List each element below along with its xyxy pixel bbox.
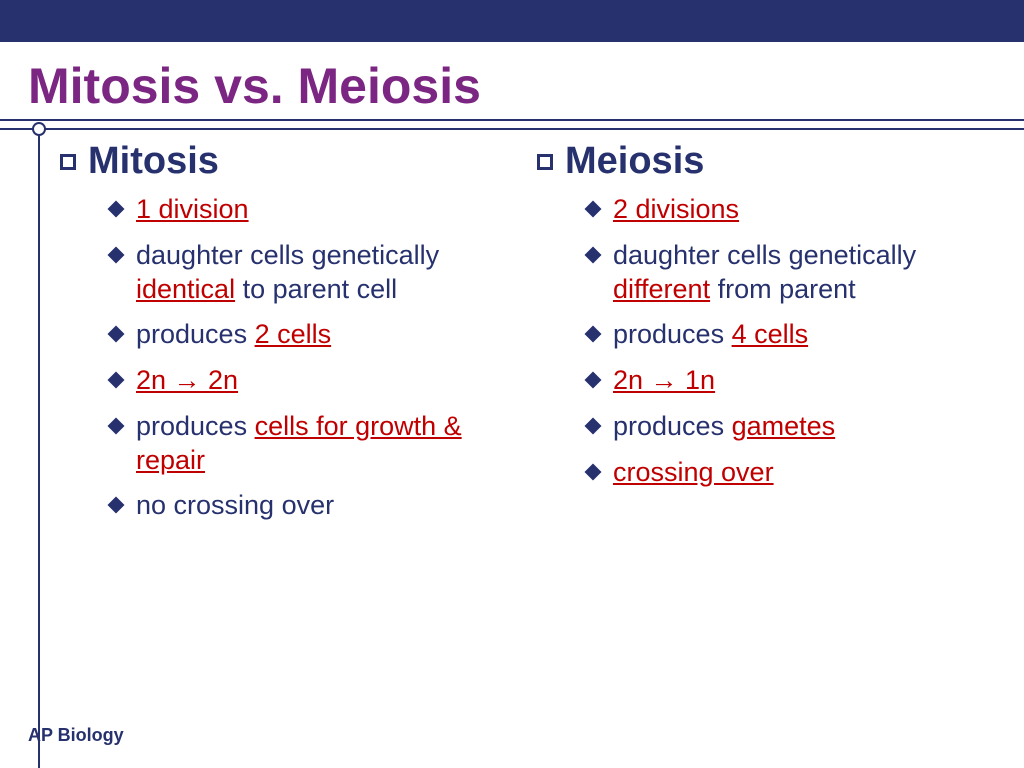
list-item: daughter cells genetically identical to … <box>110 239 527 307</box>
list-item: produces gametes <box>587 410 1004 444</box>
diamond-bullet-icon <box>585 246 602 263</box>
diamond-bullet-icon <box>108 417 125 434</box>
item-text: crossing over <box>613 456 774 490</box>
diamond-bullet-icon <box>108 372 125 389</box>
list-item: 2 divisions <box>587 193 1004 227</box>
item-text: produces 2 cells <box>136 318 331 352</box>
square-bullet-icon <box>60 154 76 170</box>
title-area: Mitosis vs. Meiosis <box>0 42 1024 121</box>
item-text: 2n → 2n <box>136 364 238 398</box>
list-item: 1 division <box>110 193 527 227</box>
slide-title: Mitosis vs. Meiosis <box>28 60 996 113</box>
horizontal-rule <box>0 128 1024 130</box>
item-text: produces 4 cells <box>613 318 808 352</box>
content-columns: Mitosis 1 division daughter cells genetica… <box>60 140 1004 535</box>
column-title: Meiosis <box>565 140 704 183</box>
footer-label: AP Biology <box>28 725 124 746</box>
item-text: 2n → 1n <box>613 364 715 398</box>
list-item: daughter cells genetically different fro… <box>587 239 1004 307</box>
item-text: daughter cells genetically different fro… <box>613 239 1004 307</box>
rule-intersection-dot <box>32 122 46 136</box>
column-title: Mitosis <box>88 140 219 183</box>
diamond-bullet-icon <box>585 372 602 389</box>
list-item: 2n → 1n <box>587 364 1004 398</box>
diamond-bullet-icon <box>585 463 602 480</box>
item-text: no crossing over <box>136 489 334 523</box>
vertical-rule <box>38 128 40 768</box>
diamond-bullet-icon <box>585 326 602 343</box>
square-bullet-icon <box>537 154 553 170</box>
header-bar <box>0 0 1024 42</box>
item-text: produces cells for growth & repair <box>136 410 527 478</box>
item-list: 2 divisions daughter cells genetically di… <box>537 193 1004 489</box>
item-text: daughter cells genetically identical to … <box>136 239 527 307</box>
column-mitosis: Mitosis 1 division daughter cells genetica… <box>60 140 527 535</box>
column-heading: Meiosis <box>537 140 1004 183</box>
list-item: produces 4 cells <box>587 318 1004 352</box>
diamond-bullet-icon <box>108 201 125 218</box>
column-heading: Mitosis <box>60 140 527 183</box>
diamond-bullet-icon <box>585 201 602 218</box>
list-item: produces cells for growth & repair <box>110 410 527 478</box>
list-item: 2n → 2n <box>110 364 527 398</box>
diamond-bullet-icon <box>108 246 125 263</box>
list-item: no crossing over <box>110 489 527 523</box>
item-text: 1 division <box>136 193 249 227</box>
item-text: produces gametes <box>613 410 835 444</box>
diamond-bullet-icon <box>108 326 125 343</box>
column-meiosis: Meiosis 2 divisions daughter cells genetic… <box>537 140 1004 535</box>
item-list: 1 division daughter cells genetically ide… <box>60 193 527 523</box>
item-text: 2 divisions <box>613 193 739 227</box>
list-item: produces 2 cells <box>110 318 527 352</box>
diamond-bullet-icon <box>108 497 125 514</box>
diamond-bullet-icon <box>585 417 602 434</box>
list-item: crossing over <box>587 456 1004 490</box>
